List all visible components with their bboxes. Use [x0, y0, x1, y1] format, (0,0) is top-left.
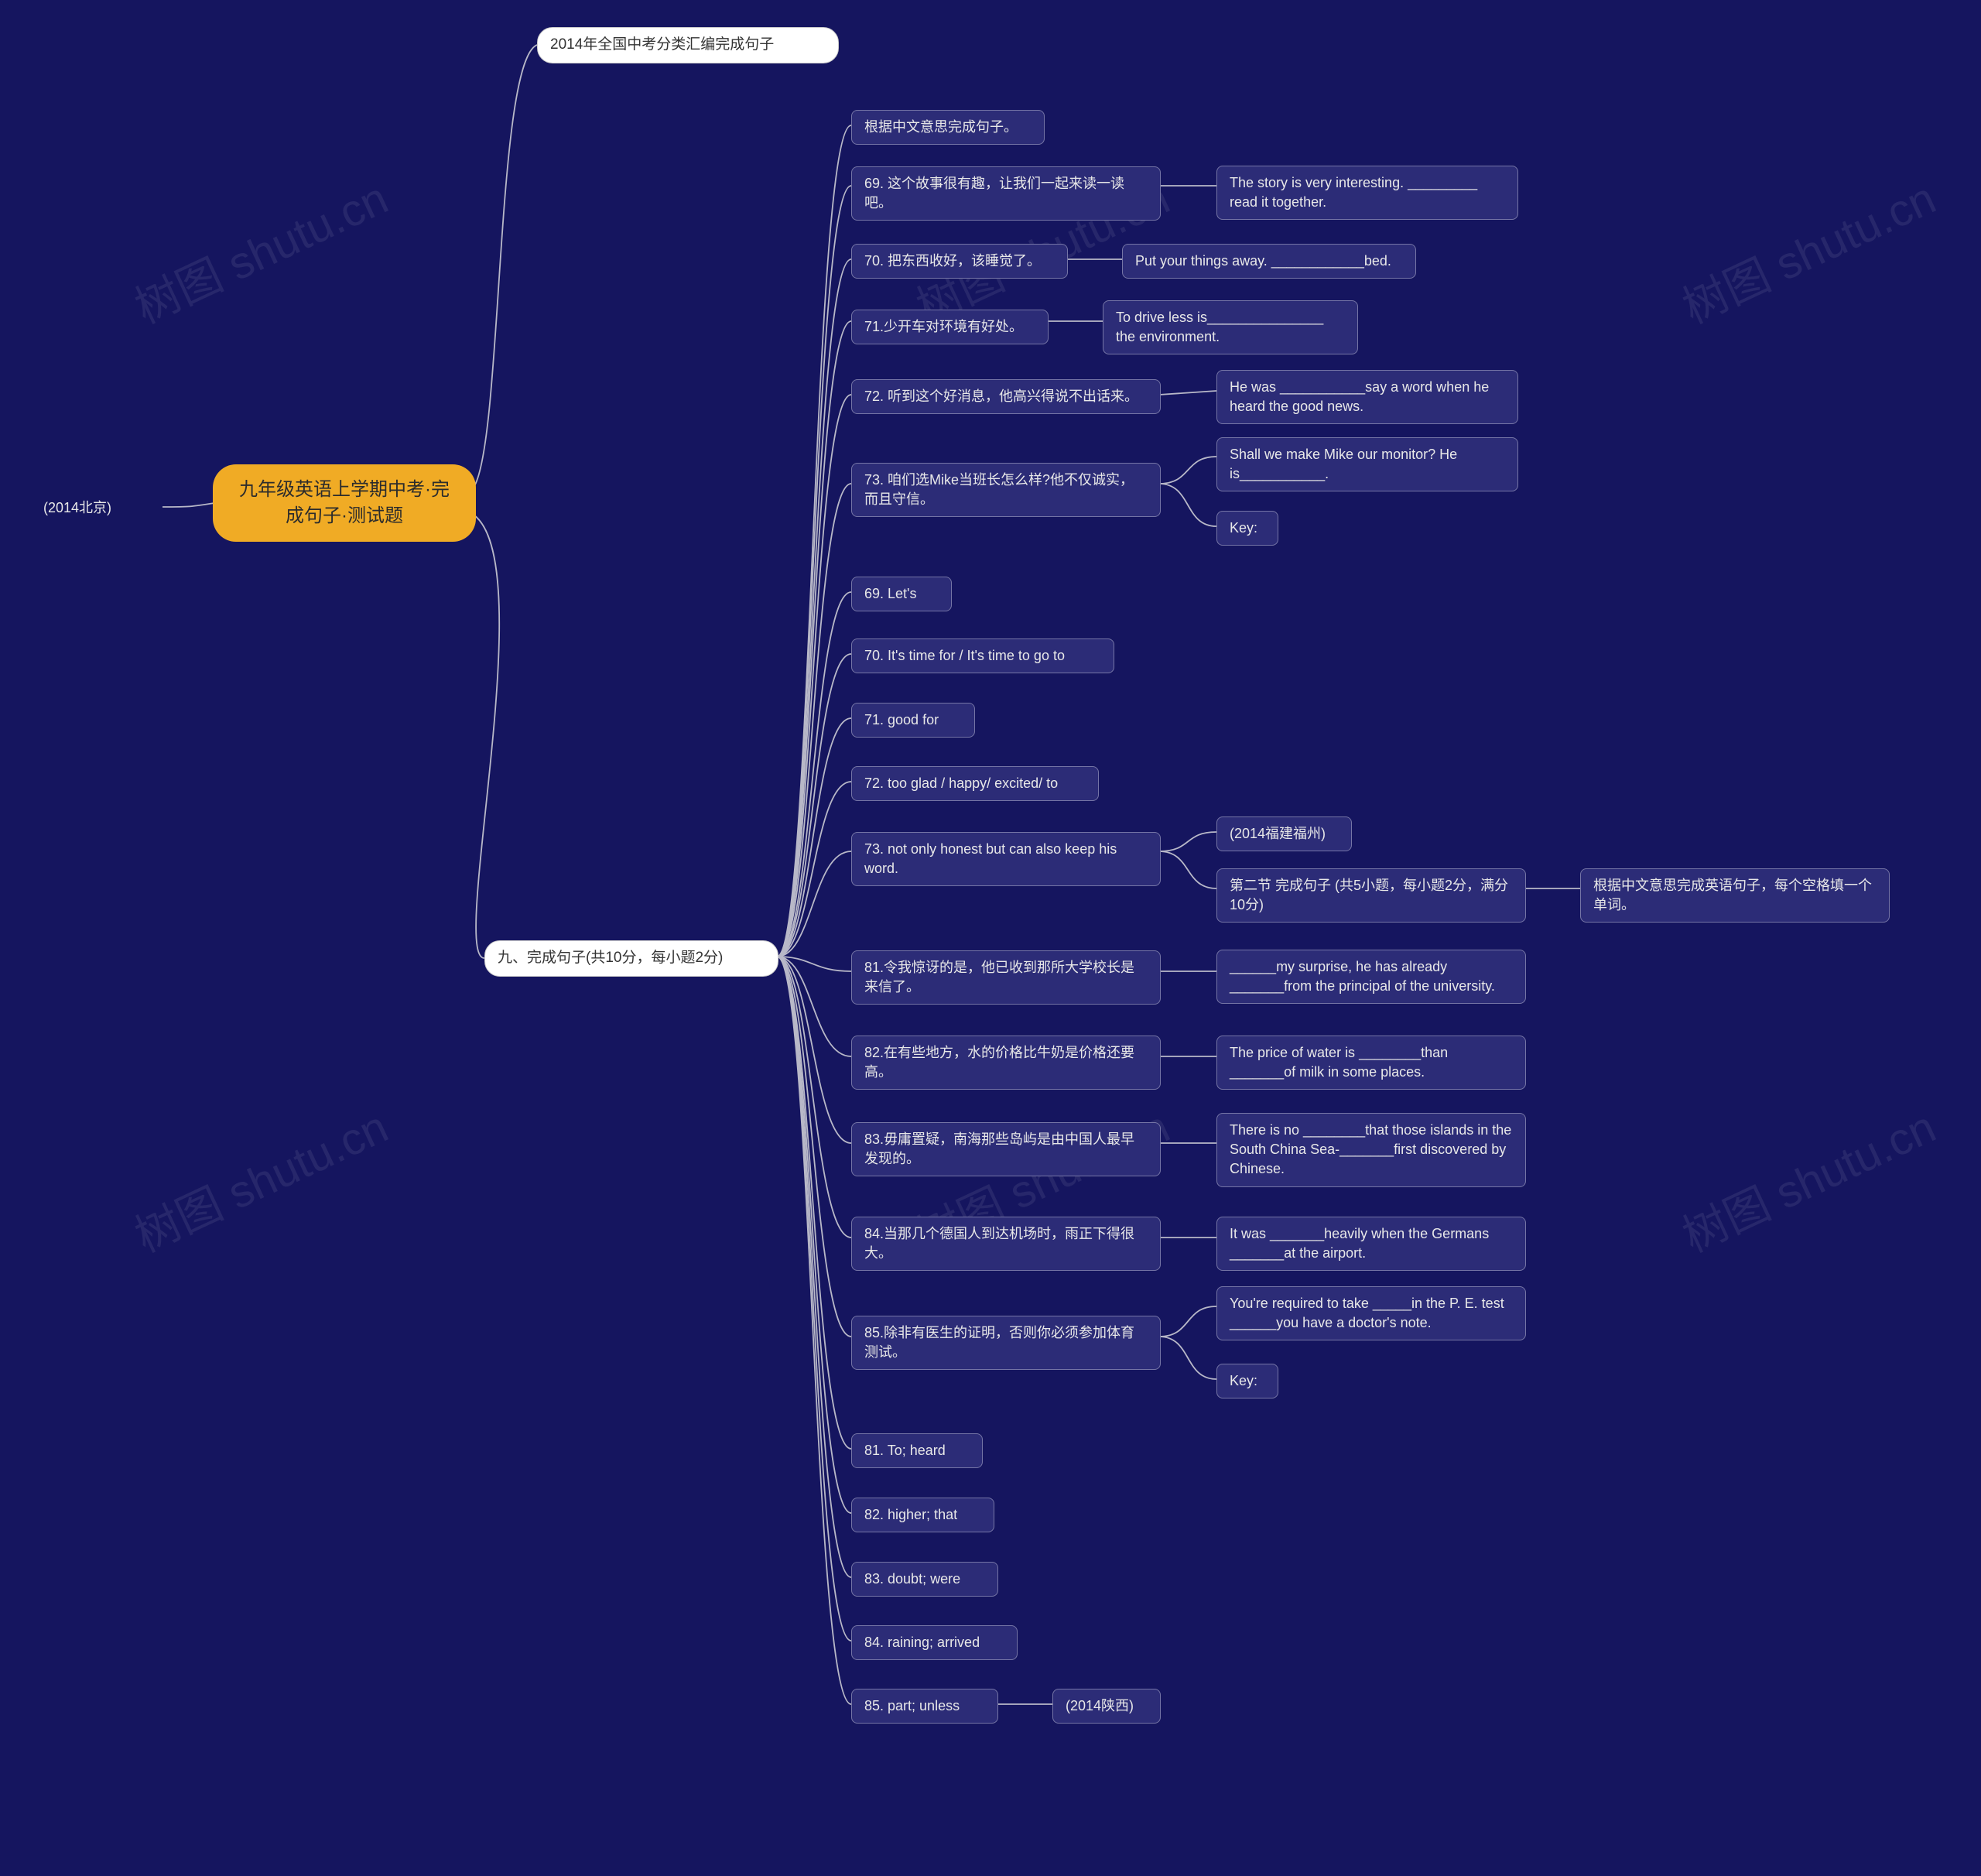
connector — [777, 957, 851, 1449]
connector — [777, 957, 851, 1513]
connector — [777, 851, 851, 957]
leaf-node: (2014陕西) — [1052, 1689, 1161, 1724]
connector — [163, 503, 214, 507]
connector — [1159, 391, 1216, 395]
connector — [1159, 457, 1216, 484]
connector — [777, 125, 851, 957]
leaf-node: Put your things away. ____________bed. — [1122, 244, 1416, 279]
connector — [777, 957, 851, 1238]
connector — [777, 782, 851, 957]
leaf-node: 72. too glad / happy/ excited/ to — [851, 766, 1099, 801]
watermark: 树图 shutu.cn — [123, 163, 397, 337]
connector — [1159, 851, 1216, 888]
leaf-node: 70. 把东西收好，该睡觉了。 — [851, 244, 1068, 279]
watermark: 树图 shutu.cn — [1671, 1091, 1945, 1265]
leaf-node: 83.毋庸置疑，南海那些岛屿是由中国人最早发现的。 — [851, 1122, 1161, 1176]
connector — [777, 592, 851, 957]
leaf-node: He was ___________say a word when he hea… — [1216, 370, 1518, 424]
root-node: 九年级英语上学期中考·完成句子·测试题 — [213, 464, 476, 542]
leaf-node: 84.当那几个德国人到达机场时，雨正下得很大。 — [851, 1217, 1161, 1271]
leaf-node: The price of water is ________than _____… — [1216, 1036, 1526, 1090]
connector — [777, 957, 851, 1704]
leaf-node: The story is very interesting. _________… — [1216, 166, 1518, 220]
leaf-node: ______my surprise, he has already ______… — [1216, 950, 1526, 1004]
leaf-node: 根据中文意思完成句子。 — [851, 110, 1045, 145]
leaf-node: 83. doubt; were — [851, 1562, 998, 1597]
leaf-node: 72. 听到这个好消息，他高兴得说不出话来。 — [851, 379, 1161, 414]
connector — [777, 259, 851, 957]
leaf-node: You're required to take _____in the P. E… — [1216, 1286, 1526, 1340]
leaf-node: 70. It's time for / It's time to go to — [851, 638, 1114, 673]
branch-node: 2014年全国中考分类汇编完成句子 — [537, 27, 839, 63]
leaf-node: 69. Let's — [851, 577, 952, 611]
leaf-node: 84. raining; arrived — [851, 1625, 1018, 1660]
connector — [777, 957, 851, 971]
leaf-node: 69. 这个故事很有趣，让我们一起来读一读吧。 — [851, 166, 1161, 221]
connector — [1159, 1306, 1216, 1337]
leaf-node: 71.少开车对环境有好处。 — [851, 310, 1049, 344]
leaf-node: There is no ________that those islands i… — [1216, 1113, 1526, 1187]
connector — [777, 957, 851, 1143]
leaf-node: 根据中文意思完成英语句子，每个空格填一个单词。 — [1580, 868, 1890, 923]
leaf-node: It was _______heavily when the Germans _… — [1216, 1217, 1526, 1271]
side-label: (2014北京) — [31, 491, 163, 525]
leaf-node: (2014福建福州) — [1216, 816, 1352, 851]
watermark: 树图 shutu.cn — [123, 1091, 397, 1265]
connector — [777, 186, 851, 957]
connector — [474, 515, 499, 958]
leaf-node: 71. good for — [851, 703, 975, 738]
connector — [474, 45, 537, 488]
leaf-node: To drive less is_______________ the envi… — [1103, 300, 1358, 354]
connector — [777, 957, 851, 1577]
connector — [777, 718, 851, 957]
leaf-node: Key: — [1216, 1364, 1278, 1398]
branch-node: 九、完成句子(共10分，每小题2分) — [484, 940, 778, 977]
connector — [777, 957, 851, 1056]
leaf-node: 82.在有些地方，水的价格比牛奶是价格还要高。 — [851, 1036, 1161, 1090]
leaf-node: 73. not only honest but can also keep hi… — [851, 832, 1161, 886]
connector — [777, 395, 851, 957]
watermark: 树图 shutu.cn — [1671, 163, 1945, 337]
connector — [1159, 1337, 1216, 1379]
leaf-node: 85. part; unless — [851, 1689, 998, 1724]
leaf-node: 81.令我惊讶的是，他已收到那所大学校长是来信了。 — [851, 950, 1161, 1005]
connector — [777, 654, 851, 957]
leaf-node: 85.除非有医生的证明，否则你必须参加体育测试。 — [851, 1316, 1161, 1370]
leaf-node: Key: — [1216, 511, 1278, 546]
connector — [777, 957, 851, 1641]
leaf-node: Shall we make Mike our monitor? He is___… — [1216, 437, 1518, 491]
connector — [1159, 832, 1216, 851]
connector — [1159, 484, 1216, 526]
leaf-node: 第二节 完成句子 (共5小题，每小题2分，满分10分) — [1216, 868, 1526, 923]
leaf-node: 82. higher; that — [851, 1498, 994, 1532]
leaf-node: 73. 咱们选Mike当班长怎么样?他不仅诚实，而且守信。 — [851, 463, 1161, 517]
connector — [777, 484, 851, 957]
connector — [777, 321, 851, 957]
leaf-node: 81. To; heard — [851, 1433, 983, 1468]
connector — [777, 957, 851, 1337]
